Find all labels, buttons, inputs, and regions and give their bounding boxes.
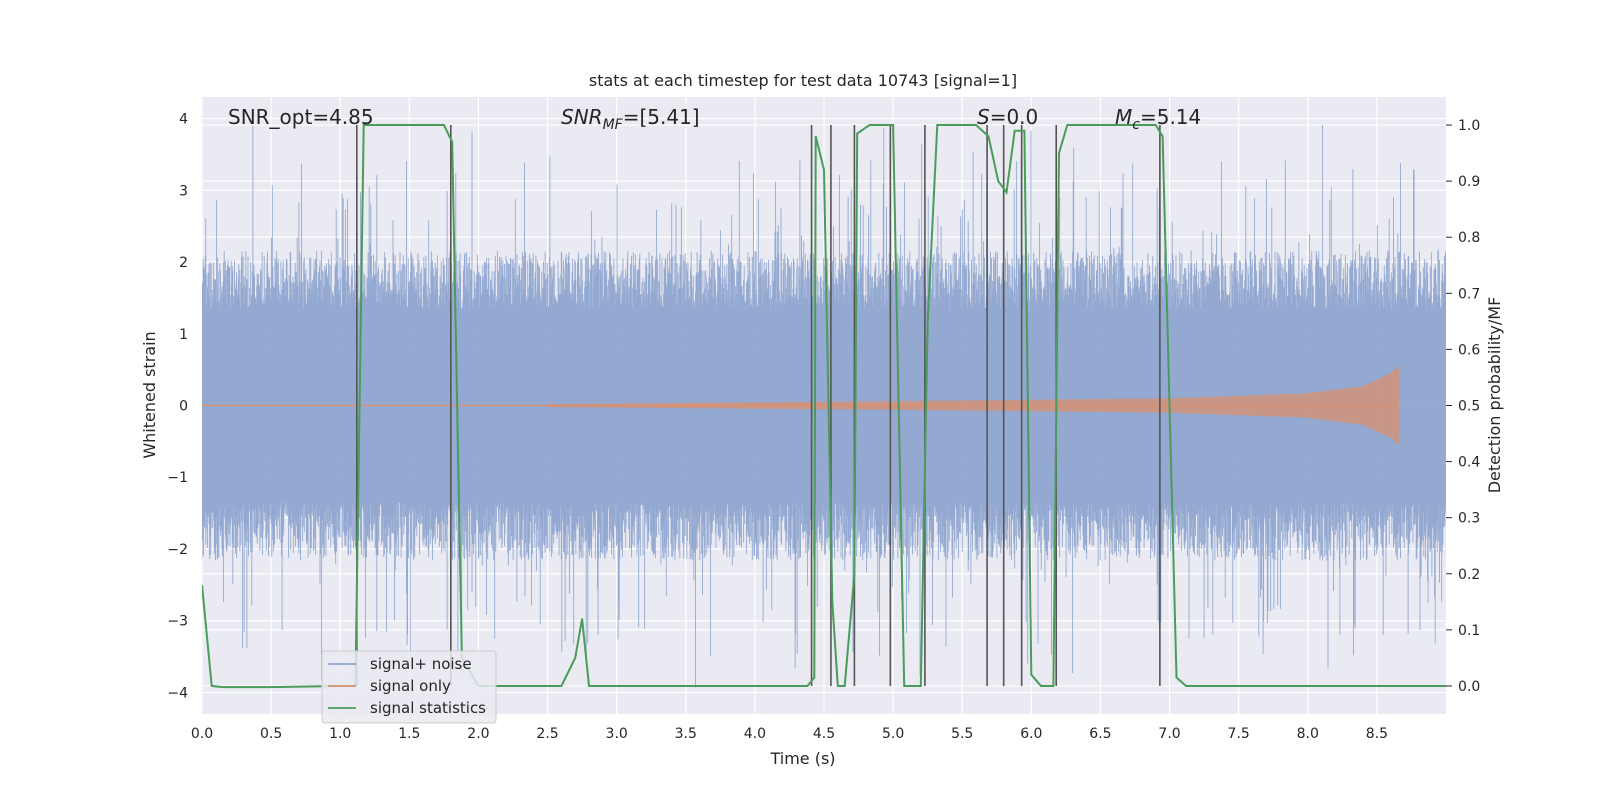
y2-tick-label: 0.0 [1458, 679, 1480, 695]
y-axis-ticks: 4 3 2 1 0 −1 −2 −3 −4 [167, 112, 188, 702]
x-tick-label: 6.0 [1020, 726, 1042, 742]
y2-tick-label: 0.1 [1458, 623, 1480, 639]
s-main: S [977, 105, 990, 129]
x-tick-label: 1.5 [398, 726, 420, 742]
y-tick-label: 2 [179, 255, 188, 271]
snr-mf-value: =[5.41] [623, 105, 700, 129]
x-tick-label: 4.5 [813, 726, 835, 742]
y2-axis-label: Detection probability/MF [1485, 297, 1504, 494]
y2-tick-label: 0.4 [1458, 455, 1480, 471]
snr-mf-annotation: SNRMF=[5.41] [561, 105, 700, 133]
x-tick-label: 5.0 [882, 726, 904, 742]
s-annotation: S=0.0 [977, 105, 1038, 129]
snr-mf-sub: MF [603, 117, 624, 133]
signal-only-series [202, 366, 1400, 445]
x-tick-label: 5.5 [951, 726, 973, 742]
y-tick-label: 3 [179, 183, 188, 199]
y-axis-label: Whitened strain [140, 331, 159, 458]
y-tick-label: −1 [167, 470, 188, 486]
x-tick-label: 2.5 [536, 726, 558, 742]
mc-value: =5.14 [1140, 105, 1201, 129]
signal-statistics-line [202, 124, 1446, 689]
y2-tick-label: 0.2 [1458, 567, 1480, 583]
x-tick-label: 2.0 [467, 726, 489, 742]
x-tick-label: 0.0 [191, 726, 213, 742]
legend-label-signal-noise: signal+ noise [370, 655, 472, 673]
mc-main: M [1115, 105, 1132, 129]
y-tick-label: 1 [179, 327, 188, 343]
x-tick-label: 7.5 [1228, 726, 1250, 742]
x-tick-label: 0.5 [260, 726, 282, 742]
snr-mf-main: SNR [561, 105, 603, 129]
legend: signal+ noise signal only signal statist… [321, 650, 497, 724]
y2-axis-ticks: 1.0 0.9 0.8 0.7 0.6 0.5 0.4 0.3 0.2 0.1 0.0 [1446, 118, 1480, 695]
y2-tick-label: 0.3 [1458, 511, 1480, 527]
x-tick-label: 6.5 [1089, 726, 1111, 742]
y-tick-label: 4 [179, 112, 188, 128]
x-tick-label: 8.5 [1366, 726, 1388, 742]
y2-tick-label: 0.7 [1458, 286, 1480, 302]
mc-sub: c [1132, 117, 1140, 133]
x-axis-label: Time (s) [769, 749, 835, 768]
y2-tick-label: 0.8 [1458, 230, 1480, 246]
mc-annotation: Mc=5.14 [1115, 105, 1201, 133]
x-tick-label: 4.0 [744, 726, 766, 742]
legend-label-signal-statistics: signal statistics [370, 699, 486, 717]
y-tick-label: 0 [179, 399, 188, 415]
y2-tick-label: 0.5 [1458, 399, 1480, 415]
snr-opt-annotation: SNR_opt=4.85 [228, 105, 374, 129]
s-value: =0.0 [990, 105, 1039, 129]
y-tick-label: −4 [167, 685, 188, 701]
y2-tick-label: 1.0 [1458, 118, 1480, 134]
x-tick-label: 8.0 [1297, 726, 1319, 742]
signal-statistics-series [202, 124, 1446, 689]
x-tick-label: 3.0 [606, 726, 628, 742]
x-axis-ticks: 0.0 0.5 1.0 1.5 2.0 2.5 3.0 3.5 4.0 4.5 5.0 5.5 6.0 6… [191, 726, 1388, 742]
y2-tick-label: 0.6 [1458, 342, 1480, 358]
x-tick-label: 7.0 [1158, 726, 1180, 742]
y-tick-label: −2 [167, 542, 188, 558]
chart-title: stats at each timestep for test data 107… [589, 71, 1017, 90]
y-tick-label: −3 [167, 614, 188, 630]
legend-label-signal-only: signal only [370, 677, 451, 695]
x-tick-label: 1.0 [329, 726, 351, 742]
x-tick-label: 3.5 [675, 726, 697, 742]
y2-tick-label: 0.9 [1458, 174, 1480, 190]
